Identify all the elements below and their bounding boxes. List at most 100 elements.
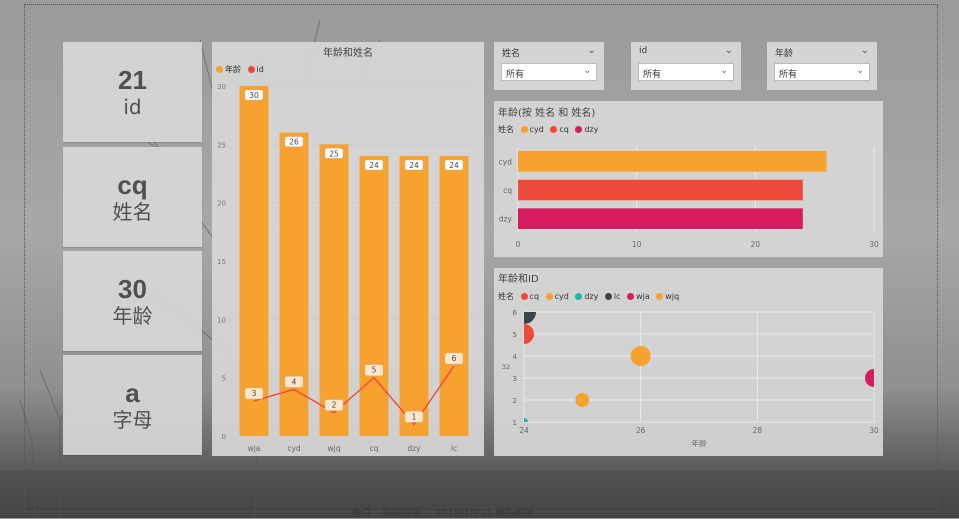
bar xyxy=(518,179,803,201)
kpi-value: cq xyxy=(117,170,148,200)
slicer-value: 所有 xyxy=(506,70,525,80)
chevron-down-icon[interactable]: ⌄ xyxy=(587,45,596,56)
x-tick-label: cq xyxy=(370,444,379,453)
y-tick-label: 1 xyxy=(513,419,517,427)
slicer-age[interactable]: 年龄 ⌄ 所有 ⌄ xyxy=(767,42,877,90)
kpi-value: 30 xyxy=(118,274,147,304)
combo-chart-panel[interactable]: 年龄和姓名 年龄 id 0 5 10 15 20 25 30 30 wja 26 cyd 25 wjq 2… xyxy=(212,42,484,456)
y-tick-label: 2 xyxy=(513,397,517,405)
chevron-down-icon[interactable]: ⌄ xyxy=(860,45,869,56)
y-tick-label: cyd xyxy=(499,157,513,166)
line-label-box xyxy=(244,387,264,400)
x-tick-label: 24 xyxy=(519,426,529,435)
line-label-box xyxy=(324,399,344,411)
data-label: 25 xyxy=(329,149,339,158)
hbar-chart-panel[interactable]: 年龄(按 姓名 和 姓名) 姓名 cyd cq dzy 0 10 20 30 cyd cq… xyxy=(494,101,883,257)
scatter-point-cq[interactable] xyxy=(514,324,534,344)
kpi-card-id[interactable]: 21 id xyxy=(63,42,202,142)
legend-label: cq xyxy=(559,125,569,134)
legend-item[interactable]: dzy xyxy=(575,292,598,301)
legend-dot xyxy=(575,126,583,133)
legend-item[interactable]: dzy xyxy=(575,125,598,134)
slicer-dropdown[interactable]: 所有 ⌄ xyxy=(638,63,734,81)
slicer-name[interactable]: 姓名 ⌄ 所有 ⌄ xyxy=(494,42,604,90)
slicer-dropdown[interactable]: 所有 ⌄ xyxy=(774,63,870,81)
legend-dot xyxy=(216,66,223,73)
y-tick-label: 0 xyxy=(222,433,226,441)
y-tick-label: cq xyxy=(503,186,512,195)
scatter-point-wja[interactable] xyxy=(865,369,883,387)
legend-label: 年龄 xyxy=(225,65,241,74)
kpi-value: a xyxy=(125,378,140,408)
scatter-point-cyd[interactable] xyxy=(630,346,651,366)
kpi-card-name[interactable]: cq 姓名 xyxy=(63,147,202,247)
scatter-chart-panel[interactable]: 年龄和ID 姓名 cq cyd dzy lc wja wjq 1 2 3 4 5 6 24 2… xyxy=(494,268,883,456)
slicer-dropdown[interactable]: 所有 ⌄ xyxy=(501,63,597,81)
slicer-value: 所有 xyxy=(779,70,798,80)
chart-legend: 姓名 cyd cq dzy xyxy=(498,124,602,135)
slicer-title: id xyxy=(639,46,648,56)
y-axis-label: 32 xyxy=(502,363,510,371)
chevron-down-icon: ⌄ xyxy=(720,66,728,76)
kpi-card-letter[interactable]: a 字母 xyxy=(63,355,202,455)
scatter-point-wjq[interactable] xyxy=(575,393,590,407)
slicer-id[interactable]: id ⌄ 所有 ⌄ xyxy=(631,42,741,90)
legend-dot xyxy=(575,293,583,300)
bar xyxy=(319,144,349,436)
bar xyxy=(518,151,827,172)
line-label-box xyxy=(364,364,384,376)
legend-label: cyd xyxy=(529,125,544,134)
report-canvas-frame xyxy=(24,4,938,512)
legend-item[interactable]: cyd xyxy=(520,125,544,134)
data-label-box xyxy=(444,159,464,171)
x-tick-label: 0 xyxy=(516,240,521,249)
legend-item[interactable]: wja xyxy=(627,292,650,301)
x-axis-label: 年龄 xyxy=(692,438,707,448)
data-label-box xyxy=(284,136,304,147)
slicer-title: 年龄 xyxy=(775,49,794,59)
data-label: 30 xyxy=(249,91,259,100)
kpi-card-age[interactable]: 30 年龄 xyxy=(63,251,202,351)
legend-dot xyxy=(604,293,612,300)
chart-legend: 年龄 id xyxy=(216,64,268,75)
bar xyxy=(439,156,469,436)
legend-item[interactable]: id xyxy=(247,65,264,74)
y-tick-label: 3 xyxy=(513,375,517,383)
legend-item[interactable]: lc xyxy=(604,292,621,301)
x-tick-label: 10 xyxy=(632,240,642,249)
line-data-label: 4 xyxy=(292,377,297,386)
legend-item[interactable]: cq xyxy=(520,292,539,301)
legend-label: dzy xyxy=(584,292,599,301)
chart-title: 年龄和姓名 xyxy=(323,48,373,59)
legend-item[interactable]: cq xyxy=(550,125,569,134)
kpi-label: id xyxy=(123,95,142,119)
scatter-points xyxy=(512,300,883,426)
bar xyxy=(279,132,309,436)
combo-chart-svg: 05101520253030wja26cyd25wjq24cq24dzy24lc… xyxy=(217,83,474,453)
scatter-point-lc[interactable] xyxy=(512,300,536,324)
chevron-down-icon[interactable]: ⌄ xyxy=(724,45,733,56)
legend-item[interactable]: wjq xyxy=(656,292,679,301)
chart-title: 年龄和ID xyxy=(498,274,539,285)
y-tick-label: 6 xyxy=(513,309,518,317)
x-tick-label: wja xyxy=(248,444,261,453)
legend-item[interactable]: cyd xyxy=(545,292,569,301)
scatter-point-dzy[interactable] xyxy=(520,418,528,426)
legend-dot xyxy=(656,293,664,300)
line-data-label: 2 xyxy=(332,401,337,410)
y-tick-label: 5 xyxy=(513,331,517,339)
bar xyxy=(239,86,269,436)
x-tick-label: lc xyxy=(451,444,457,453)
x-tick-label: 30 xyxy=(869,426,879,435)
slicer-value: 所有 xyxy=(643,70,662,80)
legend-label: cyd xyxy=(554,292,569,301)
y-tick-label: 20 xyxy=(217,200,226,208)
x-tick-label: cyd xyxy=(287,444,301,453)
legend-dot xyxy=(247,66,255,73)
legend-label: wja xyxy=(636,292,650,301)
line-label-box xyxy=(444,352,464,365)
legend-dot xyxy=(550,126,558,133)
data-label: 24 xyxy=(369,161,379,170)
legend-item[interactable]: 年龄 xyxy=(216,64,241,75)
y-tick-label: 25 xyxy=(217,141,226,149)
